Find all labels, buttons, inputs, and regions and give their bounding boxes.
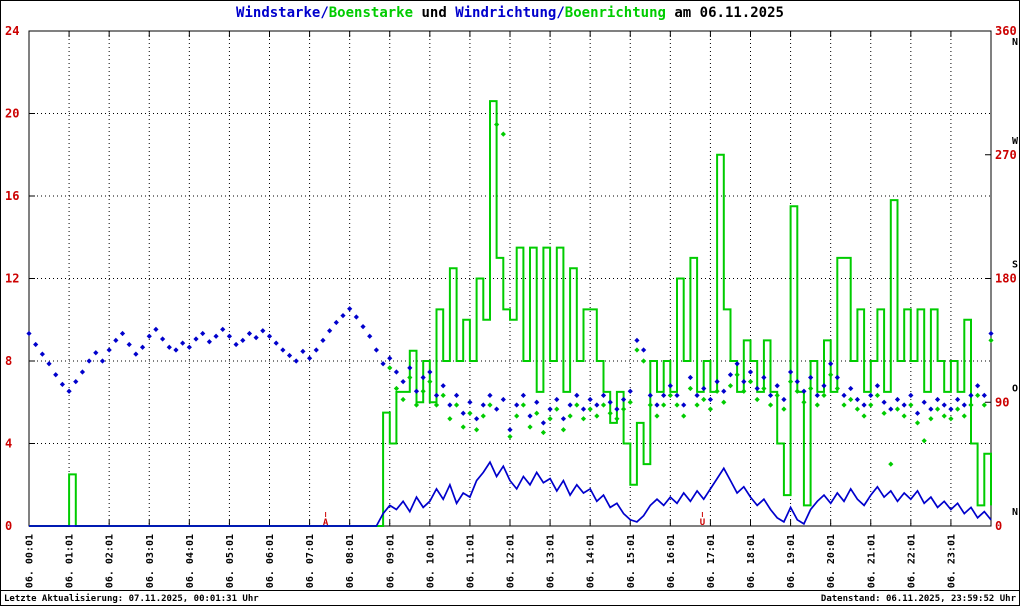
svg-text:A: A xyxy=(323,518,329,528)
svg-text:0: 0 xyxy=(5,519,12,533)
title-date: am 06.11.2025 xyxy=(665,5,784,21)
svg-text:06. 19:01: 06. 19:01 xyxy=(786,534,797,588)
series-windrichtung xyxy=(26,306,994,433)
svg-text:06. 04:01: 06. 04:01 xyxy=(185,534,196,588)
title-windstarke: Windstarke/ xyxy=(236,5,329,21)
svg-text:06. 16:01: 06. 16:01 xyxy=(666,534,677,588)
svg-text:S: S xyxy=(1012,260,1018,271)
page-title: Windstarke/Boenstarke und Windrichtung/B… xyxy=(1,5,1019,21)
svg-text:06. 20:01: 06. 20:01 xyxy=(826,534,837,588)
grid xyxy=(29,31,991,526)
svg-text:06. 18:01: 06. 18:01 xyxy=(746,534,757,588)
svg-text:W: W xyxy=(1012,136,1019,147)
svg-text:06. 03:01: 06. 03:01 xyxy=(145,534,156,588)
series-boenrichtung xyxy=(387,121,994,467)
title-boenrichtung: Boenrichtung xyxy=(564,5,666,21)
svg-text:06. 17:01: 06. 17:01 xyxy=(706,534,717,588)
title-windrichtung: Windrichtung/ xyxy=(455,5,565,21)
svg-text:270: 270 xyxy=(995,148,1017,162)
svg-text:360: 360 xyxy=(995,24,1017,38)
svg-text:8: 8 xyxy=(5,354,12,368)
svg-text:U: U xyxy=(700,518,705,528)
svg-text:N: N xyxy=(1012,37,1018,48)
title-boenstarke: Boenstarke xyxy=(328,5,414,21)
svg-text:24: 24 xyxy=(5,24,19,38)
data-timestamp-text: Datenstand: 06.11.2025, 23:59:52 Uhr xyxy=(820,594,1016,604)
svg-text:06. 21:01: 06. 21:01 xyxy=(866,534,877,588)
svg-text:06. 12:01: 06. 12:01 xyxy=(506,534,517,588)
svg-text:4: 4 xyxy=(5,437,12,451)
svg-text:06. 13:01: 06. 13:01 xyxy=(546,534,557,588)
last-update-text: Letzte Aktualisierung: 07.11.2025, 00:01… xyxy=(4,594,259,604)
svg-text:06. 02:01: 06. 02:01 xyxy=(105,534,116,588)
svg-text:90: 90 xyxy=(995,395,1009,409)
svg-text:06. 05:01: 06. 05:01 xyxy=(225,534,236,588)
footer-divider xyxy=(1,590,1019,591)
svg-text:06. 10:01: 06. 10:01 xyxy=(425,534,436,588)
svg-text:06. 00:01: 06. 00:01 xyxy=(25,534,36,588)
title-und: und xyxy=(413,5,456,21)
svg-text:12: 12 xyxy=(5,272,19,286)
svg-text:06. 09:01: 06. 09:01 xyxy=(385,534,396,588)
compass-labels: N W S O N xyxy=(1012,37,1019,518)
series-boenstarke xyxy=(29,100,992,527)
svg-text:06. 14:01: 06. 14:01 xyxy=(586,534,597,588)
left-axis-labels: 0 4 8 12 16 20 24 xyxy=(5,24,19,533)
svg-text:16: 16 xyxy=(5,189,19,203)
svg-text:06. 07:01: 06. 07:01 xyxy=(305,534,316,588)
svg-text:N: N xyxy=(1012,507,1018,518)
svg-text:0: 0 xyxy=(995,519,1002,533)
svg-text:180: 180 xyxy=(995,272,1017,286)
svg-text:06. 22:01: 06. 22:01 xyxy=(906,534,917,588)
svg-text:O: O xyxy=(1012,383,1018,394)
svg-text:06. 11:01: 06. 11:01 xyxy=(465,534,476,588)
svg-text:20: 20 xyxy=(5,107,19,121)
svg-text:06. 06:01: 06. 06:01 xyxy=(265,534,276,588)
svg-text:06. 15:01: 06. 15:01 xyxy=(626,534,637,588)
x-axis-labels: 06. 00:01 06. 01:01 06. 02:01 06. 03:01 06. … xyxy=(25,534,958,588)
svg-text:06. 23:01: 06. 23:01 xyxy=(946,534,957,588)
svg-text:06. 08:01: 06. 08:01 xyxy=(345,534,356,588)
series-windstarke xyxy=(29,460,992,527)
svg-text:06. 01:01: 06. 01:01 xyxy=(65,534,76,588)
right-axis-labels: 0 90 180 270 360 xyxy=(995,24,1017,533)
